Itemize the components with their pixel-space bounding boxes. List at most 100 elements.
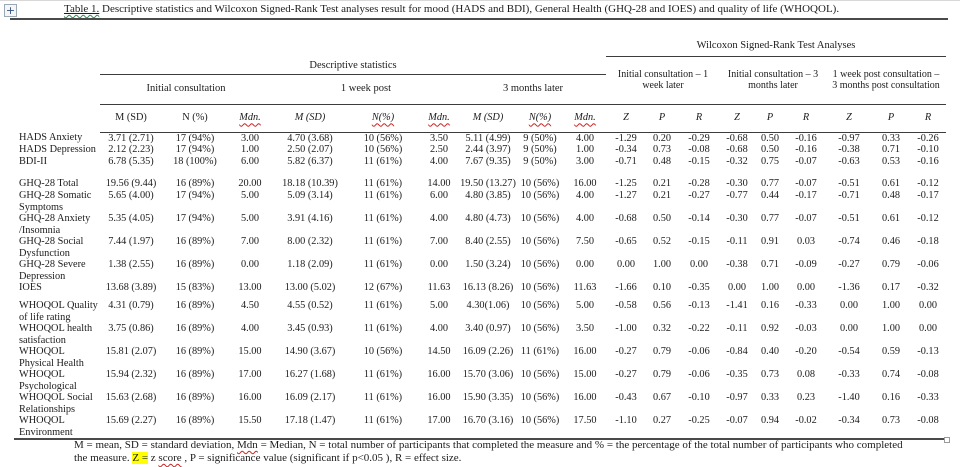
cell-msd-3month: 2.44 (3.97) bbox=[465, 144, 511, 155]
cell-msd-1week: 16.27 (1.68) bbox=[284, 369, 336, 380]
cell-r-1wk-3mo: -0.26 bbox=[917, 132, 939, 144]
cell-mdn-1week: 4.00 bbox=[429, 323, 449, 334]
cell-mdn-initial: 15.00 bbox=[238, 346, 262, 357]
cell-msd-3month: 19.50 (13.27) bbox=[460, 178, 516, 189]
cell-mdn-initial: 16.00 bbox=[238, 392, 262, 403]
row-label: WHOQOL Quality of life rating bbox=[19, 300, 98, 323]
cell-msd-1week: 4.70 (3.68) bbox=[287, 132, 333, 144]
cell-p-init-3mo: 0.50 bbox=[760, 132, 780, 144]
cell-p-init-3mo: 1.00 bbox=[760, 282, 780, 293]
column-header-mdn-1week: Mdn. bbox=[418, 104, 460, 133]
cell-z-init-3mo: -0.07 bbox=[726, 415, 748, 426]
cell-z-init-3mo: -0.35 bbox=[726, 369, 748, 380]
cell-msd-initial: 3.75 (0.86) bbox=[108, 323, 154, 334]
comparison-header-1week-3month: 1 week post consultation – 3 months post… bbox=[826, 56, 946, 105]
table-row: GHQ-28 Somatic Symptoms 5.65 (4.00) 17 (94… bbox=[14, 190, 946, 213]
cell-z-init-1wk: -1.29 bbox=[615, 132, 637, 144]
footnote-highlighted-text: Z = bbox=[132, 452, 149, 464]
cell-n-3month: 10 (56%) bbox=[520, 282, 560, 293]
cell-z-1wk-3mo: -0.27 bbox=[838, 259, 860, 270]
cell-z-init-3mo: 0.00 bbox=[727, 282, 747, 293]
cell-p-1wk-3mo: 0.17 bbox=[881, 282, 901, 293]
cell-mdn-3month: 3.00 bbox=[575, 156, 595, 167]
cell-p-init-3mo: 0.44 bbox=[760, 190, 780, 201]
table-row: WHOQOL Environment 15.69 (2.27) 16 (89%) 15… bbox=[14, 415, 946, 439]
cell-msd-3month: 16.70 (3.16) bbox=[462, 415, 514, 426]
footnote-text: M = mean, SD = standard deviation, bbox=[74, 439, 238, 451]
cell-msd-initial: 15.63 (2.68) bbox=[105, 392, 157, 403]
cell-p-1wk-3mo: 0.16 bbox=[881, 392, 901, 403]
cell-p-1wk-3mo: 0.71 bbox=[881, 144, 901, 155]
cell-msd-3month: 4.80 (3.85) bbox=[465, 190, 511, 201]
cell-n-1week: 11 (61%) bbox=[363, 213, 403, 224]
cell-p-init-3mo: 0.77 bbox=[760, 178, 780, 189]
cell-msd-1week: 4.55 (0.52) bbox=[287, 300, 333, 311]
cell-n-1week: 11 (61%) bbox=[363, 236, 403, 247]
cell-msd-3month: 4.30(1.06) bbox=[466, 300, 510, 311]
cell-z-init-3mo: -0.97 bbox=[726, 392, 748, 403]
cell-n-initial: 17 (94%) bbox=[175, 190, 215, 201]
time-header-3-months-later: 3 months later bbox=[460, 74, 606, 105]
cell-p-init-1wk: 0.67 bbox=[652, 392, 672, 403]
cell-mdn-3month: 7.50 bbox=[575, 236, 595, 247]
comparison-header-initial-1week: Initial consultation – 1 week later bbox=[606, 56, 720, 105]
cell-n-initial: 17 (94%) bbox=[175, 213, 215, 224]
cell-mdn-1week: 4.00 bbox=[429, 156, 449, 167]
cell-p-init-3mo: 0.33 bbox=[760, 392, 780, 403]
cell-mdn-initial: 17.00 bbox=[238, 369, 262, 380]
table-row: HADS Anxiety 3.71 (2.71) 17 (94%) 3.00 4.70 … bbox=[14, 132, 946, 144]
cell-n-1week: 11 (61%) bbox=[363, 369, 403, 380]
cell-z-1wk-3mo: -0.97 bbox=[838, 132, 860, 144]
cell-n-1week: 11 (61%) bbox=[363, 156, 403, 167]
time-header-1-week-post: 1 week post bbox=[272, 74, 460, 105]
cell-n-initial: 16 (89%) bbox=[175, 300, 215, 311]
table-move-handle-icon[interactable]: + bbox=[4, 4, 17, 17]
cell-p-init-1wk: 0.56 bbox=[652, 300, 672, 311]
cell-p-init-1wk: 0.21 bbox=[652, 190, 672, 201]
cell-r-init-1wk: -0.14 bbox=[688, 213, 710, 224]
cell-p-init-3mo: 0.50 bbox=[760, 144, 780, 155]
column-header-n-initial: N (%) bbox=[162, 104, 228, 133]
cell-z-1wk-3mo: -0.38 bbox=[838, 144, 860, 155]
wilcoxon-section-header: Wilcoxon Signed-Rank Test Analyses bbox=[606, 20, 946, 57]
cell-r-init-1wk: -0.35 bbox=[688, 282, 710, 293]
cell-mdn-3month: 1.00 bbox=[575, 144, 595, 155]
cell-mdn-3month: 16.00 bbox=[573, 392, 597, 403]
cell-r-init-3mo: -0.02 bbox=[795, 415, 817, 426]
cell-r-1wk-3mo: -0.08 bbox=[917, 369, 939, 380]
cell-p-1wk-3mo: 0.48 bbox=[881, 190, 901, 201]
column-header-r-1wk-3mo: R bbox=[910, 104, 946, 133]
table-row: HADS Depression 2.12 (2.23) 17 (94%) 1.00 2.… bbox=[14, 144, 946, 156]
cell-n-3month: 10 (56%) bbox=[520, 259, 560, 270]
cell-mdn-1week: 14.00 bbox=[427, 178, 451, 189]
cell-p-init-3mo: 0.40 bbox=[760, 346, 780, 357]
cell-z-1wk-3mo: -0.63 bbox=[838, 156, 860, 167]
cell-r-init-3mo: 0.00 bbox=[796, 282, 816, 293]
row-label: HADS Depression bbox=[19, 144, 96, 155]
table-row: GHQ-28 Total 19.56 (9.44) 16 (89%) 20.00 18.… bbox=[14, 178, 946, 190]
cell-n-1week: 12 (67%) bbox=[363, 282, 403, 293]
cell-msd-1week: 1.18 (2.09) bbox=[287, 259, 333, 270]
cell-r-init-1wk: -0.25 bbox=[688, 415, 710, 426]
cell-mdn-3month: 3.50 bbox=[575, 323, 595, 334]
column-header-r-init-1wk: R bbox=[678, 104, 720, 133]
descriptive-title-row: Descriptive statistics Initial consultat… bbox=[14, 56, 946, 105]
cell-n-initial: 16 (89%) bbox=[175, 415, 215, 426]
cell-msd-3month: 4.80 (4.73) bbox=[465, 213, 511, 224]
cell-p-1wk-3mo: 0.46 bbox=[881, 236, 901, 247]
cell-p-init-3mo: 0.73 bbox=[760, 369, 780, 380]
cell-n-3month: 10 (56%) bbox=[520, 323, 560, 334]
cell-z-1wk-3mo: -0.34 bbox=[838, 415, 860, 426]
cell-n-3month: 10 (56%) bbox=[520, 415, 560, 426]
row-label: GHQ-28 Social Dysfunction bbox=[19, 236, 84, 259]
cell-msd-1week: 5.09 (3.14) bbox=[287, 190, 333, 201]
table-resize-handle-icon[interactable] bbox=[944, 437, 950, 443]
cell-mdn-initial: 5.00 bbox=[240, 190, 260, 201]
cell-r-init-1wk: 0.00 bbox=[689, 259, 709, 270]
cell-p-init-1wk: 0.48 bbox=[652, 156, 672, 167]
time-header-initial-consultation: Initial consultation bbox=[100, 74, 272, 105]
cell-mdn-1week: 17.00 bbox=[427, 415, 451, 426]
cell-r-1wk-3mo: -0.16 bbox=[917, 156, 939, 167]
column-header-mdn-initial: Mdn. bbox=[228, 104, 272, 133]
cell-z-init-1wk: -1.25 bbox=[615, 178, 637, 189]
